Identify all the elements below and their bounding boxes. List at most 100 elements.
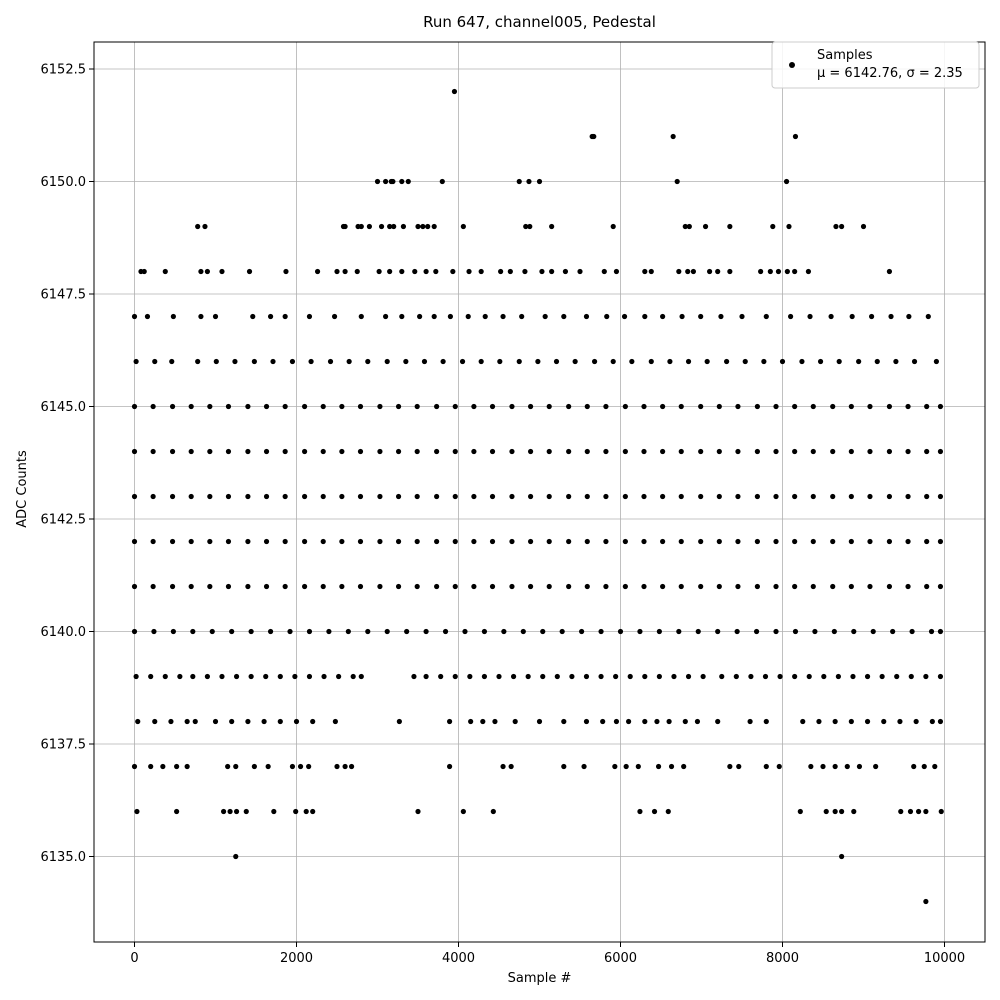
data-point bbox=[439, 178, 445, 185]
data-point bbox=[460, 808, 466, 815]
data-point bbox=[773, 628, 779, 635]
data-point bbox=[509, 493, 515, 500]
data-points bbox=[131, 88, 944, 905]
data-point bbox=[509, 448, 515, 455]
data-point bbox=[763, 763, 769, 770]
data-point bbox=[523, 223, 529, 230]
data-point bbox=[810, 583, 816, 590]
data-point bbox=[446, 763, 453, 770]
data-point bbox=[735, 538, 741, 545]
data-point bbox=[800, 718, 806, 725]
x-tick-label: 10000 bbox=[924, 951, 965, 966]
data-point bbox=[169, 538, 176, 545]
data-point bbox=[600, 718, 606, 725]
data-point bbox=[131, 403, 138, 410]
data-point bbox=[395, 448, 402, 455]
data-point bbox=[289, 358, 296, 365]
data-point bbox=[836, 358, 842, 365]
data-point bbox=[894, 673, 900, 680]
data-point bbox=[169, 448, 176, 455]
data-point bbox=[610, 223, 616, 230]
data-point bbox=[198, 313, 204, 320]
data-point bbox=[685, 268, 691, 275]
data-point bbox=[727, 268, 733, 275]
data-point bbox=[522, 268, 528, 275]
data-point bbox=[660, 448, 666, 455]
data-point bbox=[438, 673, 444, 680]
data-point bbox=[839, 223, 845, 230]
data-point bbox=[655, 763, 662, 770]
data-point bbox=[384, 628, 390, 635]
data-point bbox=[925, 313, 931, 320]
data-point bbox=[414, 583, 420, 590]
data-point bbox=[225, 403, 232, 410]
data-point bbox=[603, 583, 609, 590]
data-point bbox=[536, 178, 543, 185]
data-point bbox=[169, 358, 175, 365]
data-point bbox=[282, 583, 288, 590]
data-point bbox=[227, 808, 233, 815]
data-point bbox=[621, 313, 628, 320]
data-point bbox=[184, 718, 190, 725]
data-point bbox=[656, 628, 662, 635]
data-point bbox=[498, 268, 504, 275]
data-point bbox=[219, 673, 225, 680]
data-point bbox=[365, 628, 371, 635]
data-point bbox=[716, 448, 722, 455]
data-point bbox=[686, 223, 692, 230]
data-point bbox=[773, 538, 779, 545]
y-tick-label: 6147.5 bbox=[41, 288, 87, 303]
data-point bbox=[417, 313, 423, 320]
data-point bbox=[229, 718, 235, 725]
data-point bbox=[668, 763, 675, 770]
data-point bbox=[188, 583, 194, 590]
data-point bbox=[471, 583, 477, 590]
data-point bbox=[308, 358, 314, 365]
data-point bbox=[690, 268, 697, 275]
data-point bbox=[399, 178, 405, 185]
data-point bbox=[879, 673, 885, 680]
data-point bbox=[867, 583, 873, 590]
data-point bbox=[399, 268, 405, 275]
data-point bbox=[342, 763, 348, 770]
data-point bbox=[678, 448, 684, 455]
data-point bbox=[162, 673, 168, 680]
data-point bbox=[792, 448, 798, 455]
data-point bbox=[864, 718, 871, 725]
data-point bbox=[583, 313, 590, 320]
data-point bbox=[212, 718, 219, 725]
data-point bbox=[584, 583, 590, 590]
data-point bbox=[694, 718, 701, 725]
data-point bbox=[195, 223, 201, 230]
data-point bbox=[562, 268, 569, 275]
data-point bbox=[468, 718, 474, 725]
data-point bbox=[622, 448, 628, 455]
data-point bbox=[873, 763, 879, 770]
data-point bbox=[642, 673, 648, 680]
data-point bbox=[377, 493, 383, 500]
data-point bbox=[465, 313, 471, 320]
data-point bbox=[420, 223, 426, 230]
data-point bbox=[358, 673, 364, 680]
data-point bbox=[735, 403, 741, 410]
data-point bbox=[496, 673, 502, 680]
data-point bbox=[421, 358, 428, 365]
data-point bbox=[736, 763, 742, 770]
data-point bbox=[135, 718, 141, 725]
data-point bbox=[251, 358, 257, 365]
data-point bbox=[566, 493, 572, 500]
data-point bbox=[928, 628, 935, 635]
data-point bbox=[414, 403, 420, 410]
data-point bbox=[460, 223, 466, 230]
data-point bbox=[905, 448, 911, 455]
y-tick-label: 6142.5 bbox=[41, 513, 87, 528]
data-point bbox=[243, 808, 249, 815]
data-point bbox=[735, 493, 741, 500]
data-point bbox=[302, 583, 308, 590]
data-point bbox=[893, 358, 899, 365]
data-point bbox=[489, 538, 496, 545]
data-point bbox=[561, 763, 567, 770]
data-point bbox=[775, 268, 782, 275]
data-point bbox=[670, 133, 676, 140]
data-point bbox=[660, 403, 666, 410]
